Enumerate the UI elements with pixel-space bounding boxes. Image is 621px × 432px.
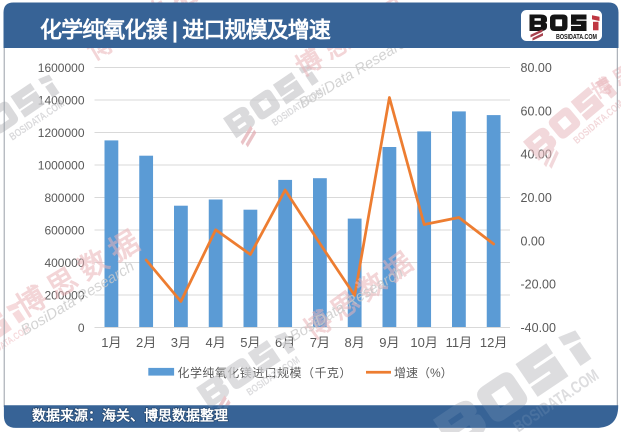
svg-text:60.00: 60.00 [521, 104, 552, 118]
svg-text:-20.00: -20.00 [521, 278, 556, 292]
svg-text:1400000: 1400000 [38, 94, 85, 108]
svg-text:9月: 9月 [379, 335, 399, 350]
svg-text:1200000: 1200000 [38, 126, 85, 140]
svg-text:化学纯氧化镁进口规模（千克）: 化学纯氧化镁进口规模（千克） [178, 365, 352, 380]
svg-text:5月: 5月 [240, 335, 260, 350]
svg-text:1600000: 1600000 [38, 61, 85, 75]
svg-text:0: 0 [78, 321, 85, 335]
svg-text:800000: 800000 [44, 191, 84, 205]
svg-text:7月: 7月 [310, 335, 330, 350]
svg-text:3月: 3月 [171, 335, 191, 350]
svg-text:1月: 1月 [101, 335, 121, 350]
svg-text:化学纯氧化镁 | 进口规模及增速: 化学纯氧化镁 | 进口规模及增速 [40, 18, 331, 43]
svg-text:400000: 400000 [44, 256, 84, 270]
svg-text:增速（%）: 增速（%） [394, 366, 453, 380]
svg-text:BOSIDATA.COM: BOSIDATA.COM [556, 34, 597, 41]
svg-text:10月: 10月 [410, 335, 437, 350]
svg-text:12月: 12月 [480, 335, 507, 350]
svg-text:1000000: 1000000 [38, 159, 85, 173]
svg-text:200000: 200000 [44, 289, 84, 303]
svg-text:数据来源：海关、博思数据整理: 数据来源：海关、博思数据整理 [32, 408, 228, 424]
svg-text:600000: 600000 [44, 224, 84, 238]
svg-text:4月: 4月 [206, 335, 226, 350]
svg-text:0.00: 0.00 [521, 234, 545, 248]
svg-text:2月: 2月 [136, 335, 156, 350]
svg-text:-40.00: -40.00 [521, 321, 556, 335]
svg-text:80.00: 80.00 [521, 61, 552, 75]
svg-text:8月: 8月 [345, 335, 365, 350]
svg-text:20.00: 20.00 [521, 191, 552, 205]
svg-text:11月: 11月 [446, 335, 473, 350]
